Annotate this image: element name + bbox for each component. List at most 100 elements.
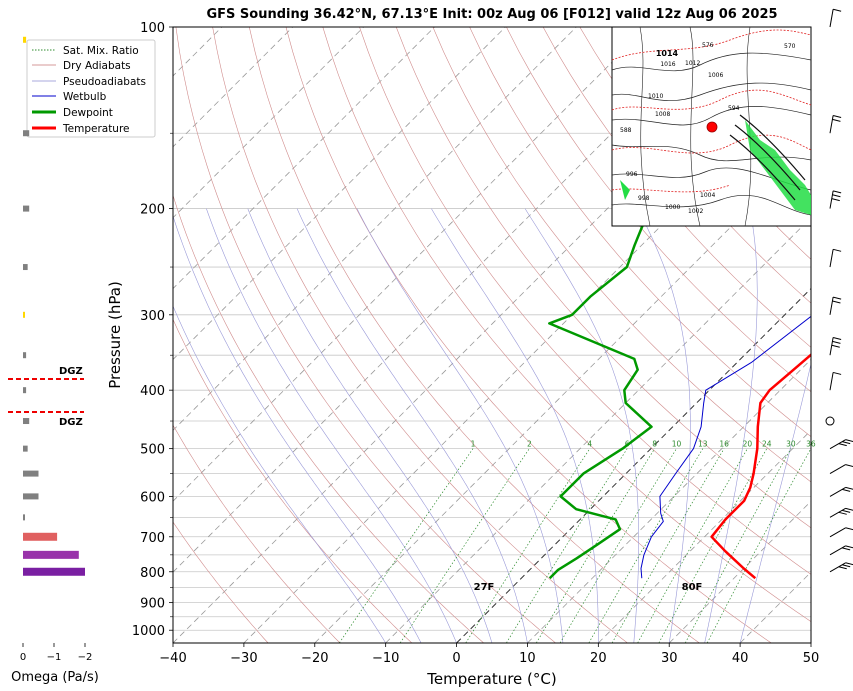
x-tick-label: 50 xyxy=(803,651,820,666)
y-tick-label: 200 xyxy=(140,203,165,218)
dry-adiabat-line xyxy=(506,27,811,393)
wind-barb xyxy=(829,464,853,475)
mixing-ratio-label: 24 xyxy=(762,440,772,449)
omega-bar xyxy=(23,550,79,559)
omega-bar xyxy=(23,130,30,137)
wind-barb xyxy=(829,248,842,268)
dry-adiabat-line xyxy=(212,27,628,643)
pseudoadiabat-line xyxy=(431,208,599,643)
omega-bar xyxy=(23,445,28,452)
omega-bar xyxy=(23,532,58,541)
x-tick-label: −40 xyxy=(159,651,186,666)
pseudoadiabat-line xyxy=(739,362,811,643)
legend-label-dewpoint: Dewpoint xyxy=(63,107,113,119)
dry-adiabat-line xyxy=(322,27,811,622)
dry-adiabat-line xyxy=(432,27,811,483)
mixing-ratio-label: 4 xyxy=(587,440,592,449)
omega-bar xyxy=(23,352,27,359)
wetbulb-profile-line xyxy=(640,265,811,579)
legend-label-dry-adiabats: Dry Adiabats xyxy=(63,60,131,72)
isotherm-line xyxy=(314,146,811,643)
inset-map-label-1010: 1010 xyxy=(648,93,663,100)
pseudoadiabat-line xyxy=(704,208,758,643)
sounding-location-marker xyxy=(706,121,718,133)
inset-map-label-1016: 1016 xyxy=(660,61,675,68)
dgz-label-top: DGZ xyxy=(59,366,83,377)
dry-adiabat-line xyxy=(359,27,811,575)
mixing-ratio-label: 30 xyxy=(786,440,796,449)
surface-temperature-label: 80F xyxy=(682,582,703,593)
isotherm-line xyxy=(456,287,811,643)
y-tick-label: 300 xyxy=(140,309,165,324)
x-tick-label: 10 xyxy=(519,651,536,666)
inset-map-label-1012: 1012 xyxy=(685,60,700,67)
wind-barb xyxy=(829,115,842,134)
inset-map-label-996: 996 xyxy=(626,171,638,178)
mixing-ratio-label: 16 xyxy=(719,440,729,449)
wind-barb xyxy=(829,336,842,356)
dry-adiabat-line xyxy=(173,424,341,643)
omega-bar xyxy=(23,418,30,425)
isotherm-line xyxy=(598,429,811,643)
wind-barb xyxy=(825,416,835,426)
isotherm-line xyxy=(173,27,648,502)
dry-adiabat-line xyxy=(173,194,484,643)
inset-map-label-1014: 1014 xyxy=(656,49,679,58)
dry-adiabat-line xyxy=(173,318,413,643)
omega-tick-label-2: −2 xyxy=(78,652,93,663)
wind-barb xyxy=(829,190,842,209)
inset-map-label-1000: 1000 xyxy=(665,204,680,211)
legend-box xyxy=(26,39,156,138)
inset-map-label-1006: 1006 xyxy=(708,72,723,79)
wind-barb xyxy=(829,562,853,573)
y-axis: 100 200 300 400 500 600 700 800 900 1000 xyxy=(132,21,173,639)
mixing-ratio-label: 20 xyxy=(743,440,753,449)
pseudoadiabat-line xyxy=(356,208,564,643)
wind-barb xyxy=(829,486,853,497)
y-tick-label: 800 xyxy=(140,566,165,581)
omega-bar xyxy=(23,493,39,500)
inset-map-terrain xyxy=(611,26,812,227)
pseudoadiabat-line xyxy=(173,215,422,643)
y-tick-label: 400 xyxy=(140,384,165,399)
omega-bar xyxy=(23,514,25,521)
temperature-profile-line xyxy=(710,353,811,580)
x-tick-label: 20 xyxy=(590,651,607,666)
mixing-ratio-line xyxy=(611,448,725,643)
chart-title: GFS Sounding 36.42°N, 67.13°E Init: 00z … xyxy=(206,7,777,22)
mixing-ratio-line xyxy=(559,448,677,643)
isotherm-line xyxy=(173,27,577,431)
isotherm-line xyxy=(668,500,811,643)
legend-label-wetbulb: Wetbulb xyxy=(63,91,107,103)
pseudoadiabat-line xyxy=(173,305,386,643)
omega-bar xyxy=(23,387,27,394)
wind-barb xyxy=(829,527,853,538)
dry-adiabat-line xyxy=(542,27,811,348)
isotherm-line xyxy=(527,358,811,643)
pseudoadiabat-line xyxy=(296,208,528,643)
pseudoadiabat-line xyxy=(247,208,493,643)
inset-map-label-1004: 1004 xyxy=(700,192,715,199)
mixing-ratio-label: 1 xyxy=(471,440,476,449)
isotherm-line xyxy=(173,27,364,219)
inset-map-label-1008: 1008 xyxy=(655,111,670,118)
dry-adiabat-line xyxy=(579,27,811,304)
x-tick-label: 0 xyxy=(452,651,460,666)
legend-label-temperature: Temperature xyxy=(62,123,130,135)
mixing-ratio-label: 8 xyxy=(652,440,657,449)
y-tick-label: 1000 xyxy=(132,624,165,639)
x-tick-label: 30 xyxy=(661,651,678,666)
inset-map-label-594: 594 xyxy=(728,105,740,112)
omega-tick-label-0: 0 xyxy=(20,652,26,663)
omega-bar xyxy=(23,567,85,576)
isotherm-line xyxy=(173,27,435,290)
mixing-ratio-line xyxy=(588,448,704,643)
mixing-ratio-label: 13 xyxy=(698,440,708,449)
wind-barb xyxy=(829,439,853,450)
background-lines xyxy=(173,27,811,643)
omega-bar xyxy=(23,205,30,212)
omega-bar xyxy=(23,470,39,477)
isotherm-line xyxy=(173,27,294,148)
legend-label-pseudoadiabats: Pseudoadiabats xyxy=(63,76,146,88)
omega-bar xyxy=(23,264,28,271)
